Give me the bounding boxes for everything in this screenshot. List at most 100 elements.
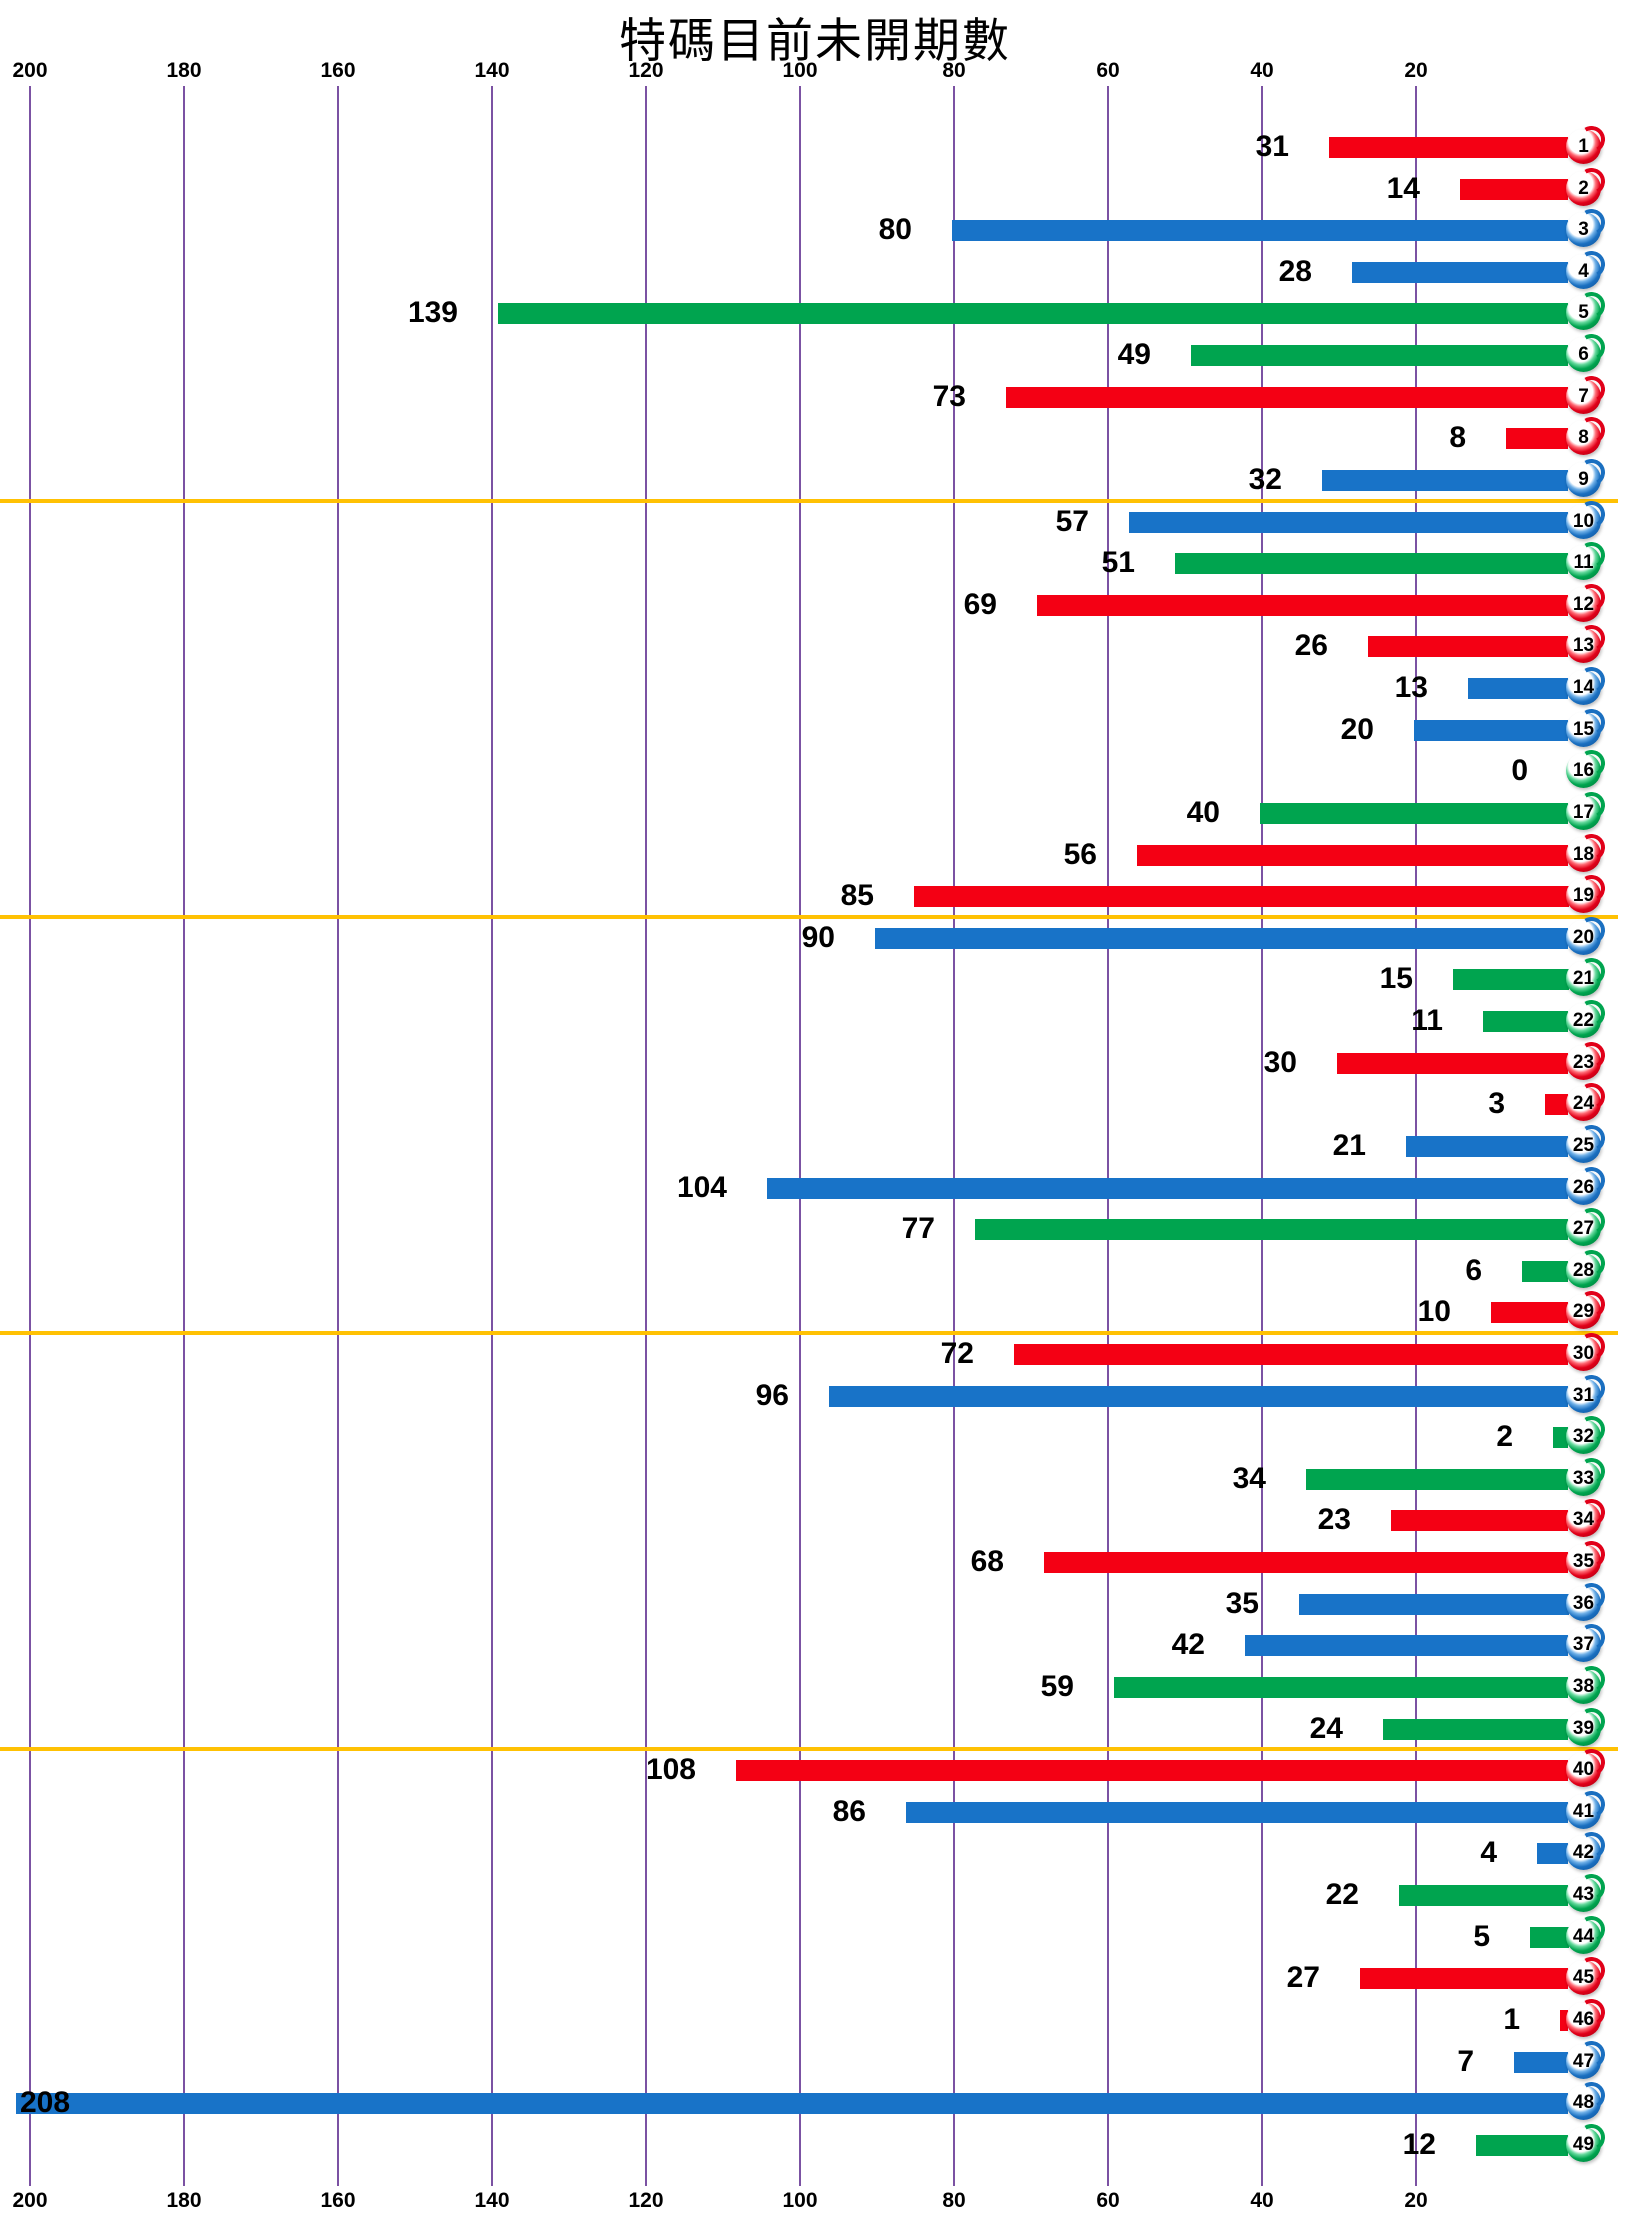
lottery-ball: 48 [1566, 2085, 1601, 2120]
value-label: 30 [1263, 1046, 1297, 1079]
value-label: 90 [801, 921, 835, 954]
top-axis-label: 160 [320, 59, 356, 82]
chart-row: 10 29 [0, 1291, 1630, 1333]
value-label: 31 [1255, 130, 1289, 163]
value-bar [906, 1802, 1568, 1823]
ball-number: 46 [1572, 2008, 1595, 2030]
chart-title: 特碼目前未開期數 [619, 16, 1011, 68]
lottery-ball: 49 [1566, 2127, 1601, 2162]
value-label: 11 [1411, 1004, 1443, 1037]
lottery-ball: 12 [1566, 587, 1601, 622]
chart-row: 104 26 [0, 1167, 1630, 1209]
lottery-ball: 16 [1566, 753, 1601, 788]
value-label: 22 [1325, 1878, 1359, 1911]
gridline [183, 86, 185, 2186]
lottery-ball: 47 [1566, 2044, 1601, 2079]
value-label: 108 [645, 1753, 696, 1786]
ball-number: 42 [1572, 1841, 1595, 1863]
ball-number: 44 [1572, 1925, 1595, 1947]
lottery-ball: 2 [1566, 171, 1601, 206]
chart-row: 59 38 [0, 1666, 1630, 1708]
value-bar [16, 2093, 1568, 2114]
lottery-ball: 36 [1566, 1586, 1601, 1621]
ball-number: 29 [1572, 1300, 1595, 1322]
chart-row: 22 43 [0, 1874, 1630, 1916]
value-label: 34 [1232, 1462, 1266, 1495]
chart-row: 11 22 [0, 1000, 1630, 1042]
lottery-ball: 30 [1566, 1336, 1601, 1371]
ball-number: 33 [1572, 1467, 1595, 1489]
value-bar [736, 1760, 1568, 1781]
value-bar [1468, 678, 1568, 699]
ball-number: 48 [1572, 2091, 1595, 2113]
ball-number: 20 [1572, 926, 1595, 948]
lottery-ball: 1 [1566, 129, 1601, 164]
lottery-ball: 5 [1566, 295, 1601, 330]
ball-number: 26 [1572, 1176, 1595, 1198]
top-axis-label: 40 [1250, 59, 1274, 82]
separator-line [0, 915, 1618, 919]
chart-row: 35 36 [0, 1583, 1630, 1625]
value-bar [1537, 1843, 1568, 1864]
value-label: 20 [1340, 713, 1374, 746]
value-bar [1191, 345, 1568, 366]
gridline [491, 86, 493, 2186]
chart-row: 86 41 [0, 1791, 1630, 1833]
value-bar [1014, 1344, 1568, 1365]
value-label: 28 [1278, 255, 1312, 288]
value-bar [952, 220, 1568, 241]
bottom-axis-label: 40 [1250, 2189, 1274, 2212]
lottery-ball: 39 [1566, 1711, 1601, 1746]
top-axis-label: 60 [1096, 59, 1120, 82]
value-bar [1114, 1677, 1568, 1698]
chart-row: 21 25 [0, 1125, 1630, 1167]
ball-number: 24 [1572, 1092, 1595, 1114]
value-bar [1037, 595, 1568, 616]
value-label: 40 [1186, 796, 1220, 829]
value-bar [1545, 1094, 1568, 1115]
value-bar [1406, 1136, 1568, 1157]
value-bar [1530, 1927, 1569, 1948]
value-label: 2 [1496, 1420, 1513, 1453]
lottery-ball: 27 [1566, 1211, 1601, 1246]
ball-number: 16 [1572, 759, 1595, 781]
value-bar [975, 1219, 1568, 1240]
ball-number: 11 [1573, 551, 1594, 573]
ball-number: 6 [1578, 343, 1589, 365]
chart-row: 15 21 [0, 958, 1630, 1000]
chart-row: 42 37 [0, 1624, 1630, 1666]
value-bar [1399, 1885, 1568, 1906]
lottery-ball: 46 [1566, 2002, 1601, 2037]
value-label: 51 [1101, 546, 1135, 579]
lottery-ball: 13 [1566, 628, 1601, 663]
value-bar [1460, 179, 1568, 200]
ball-number: 1 [1578, 135, 1589, 157]
top-axis-label: 120 [628, 59, 664, 82]
top-axis-label: 200 [12, 59, 48, 82]
value-label: 56 [1063, 838, 1097, 871]
value-label: 68 [970, 1545, 1004, 1578]
chart-row: 1 46 [0, 1999, 1630, 2041]
value-bar [1137, 845, 1568, 866]
value-label: 6 [1465, 1254, 1482, 1287]
lottery-ball: 33 [1566, 1461, 1601, 1496]
value-label: 72 [940, 1337, 974, 1370]
value-bar [1306, 1469, 1568, 1490]
ball-number: 47 [1572, 2050, 1595, 2072]
value-bar [1491, 1302, 1568, 1323]
bottom-axis-label: 140 [474, 2189, 510, 2212]
gridline [1107, 86, 1109, 2186]
chart-row: 13 14 [0, 667, 1630, 709]
ball-number: 17 [1572, 801, 1595, 823]
chart-row: 49 6 [0, 334, 1630, 376]
ball-number: 25 [1572, 1134, 1595, 1156]
ball-number: 2 [1578, 177, 1589, 199]
ball-number: 15 [1572, 718, 1595, 740]
lottery-ball: 35 [1566, 1544, 1601, 1579]
value-bar [1329, 137, 1568, 158]
chart-row: 108 40 [0, 1749, 1630, 1791]
ball-number: 28 [1572, 1259, 1595, 1281]
value-bar [1514, 2052, 1568, 2073]
